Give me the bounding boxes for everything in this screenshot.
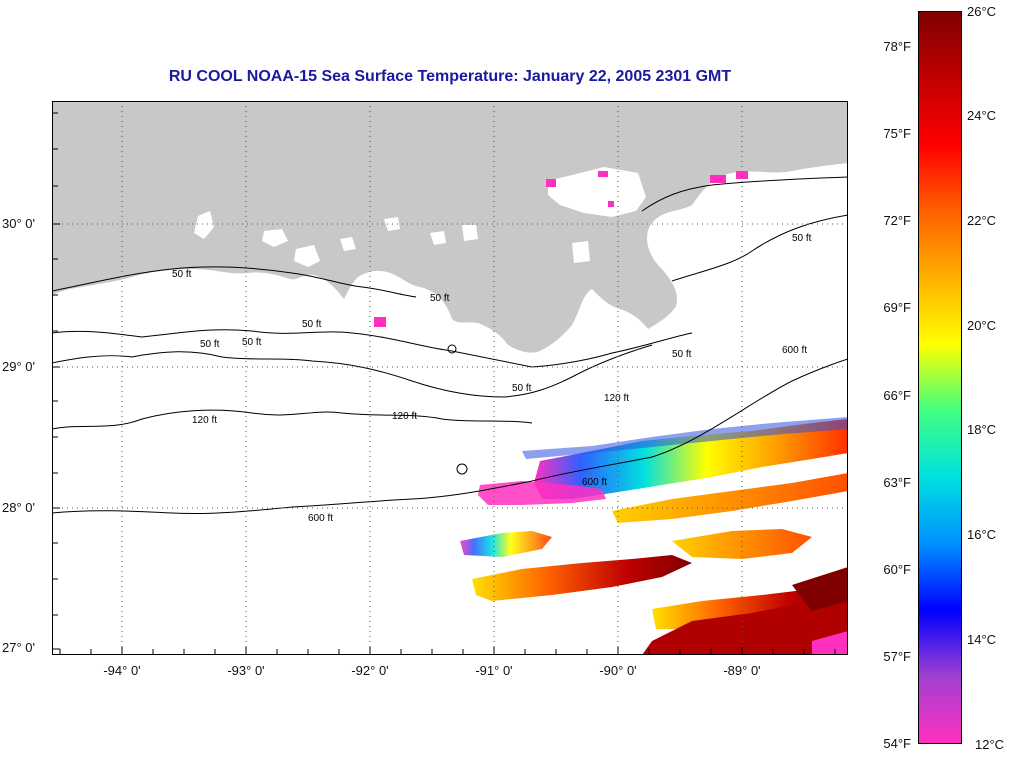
- colorbar-f-label: 57°F: [883, 649, 911, 664]
- colorbar-f-label: 54°F: [883, 736, 911, 751]
- bathymetry-contours: [52, 176, 848, 515]
- colorbar-c-label: 22°C: [967, 213, 997, 228]
- contour-label-600ft: 600 ft: [582, 477, 607, 488]
- colorbar-f-label: 60°F: [883, 562, 911, 577]
- colorbar-f-label: 63°F: [883, 475, 911, 490]
- lon-label-94: -94° 0': [103, 663, 141, 678]
- lon-label-89: -89° 0': [723, 663, 761, 678]
- colorbar-c-label: 16°C: [967, 527, 997, 542]
- lon-label-92: -92° 0': [351, 663, 389, 678]
- contour-label-50ft: 50 ft: [430, 293, 450, 304]
- cold-pixel-patches: [374, 171, 748, 327]
- colorbar-f-label: 69°F: [883, 300, 911, 315]
- colorbar-c-label: 26°C: [967, 4, 997, 19]
- temperature-colorbar: [918, 11, 962, 744]
- colorbar-c-label: 12°C: [975, 737, 1005, 752]
- colorbar-c-label: 24°C: [967, 108, 997, 123]
- contour-label-120ft: 120 ft: [604, 393, 629, 404]
- contour-label-50ft: 50 ft: [200, 339, 220, 350]
- contour-label-50ft: 50 ft: [302, 319, 322, 330]
- map-frame: [52, 101, 848, 655]
- contour-label-120ft: 120 ft: [192, 415, 217, 426]
- contour-label-600ft: 600 ft: [308, 513, 333, 524]
- land-mass: [52, 101, 848, 353]
- contour-label-50ft: 50 ft: [512, 383, 532, 394]
- map-title: RU COOL NOAA-15 Sea Surface Temperature:…: [168, 68, 732, 85]
- contour-label-600ft: 600 ft: [782, 345, 807, 356]
- colorbar-f-label: 66°F: [883, 388, 911, 403]
- sea-surface-temperature-map: 50 ft 50 ft 50 ft 50 ft 50 ft 50 ft 50 f…: [52, 101, 848, 655]
- colorbar-c-label: 20°C: [967, 318, 997, 333]
- contour-labels: 50 ft 50 ft 50 ft 50 ft 50 ft 50 ft 50 f…: [172, 233, 812, 524]
- lon-label-93: -93° 0': [227, 663, 265, 678]
- lon-label-90: -90° 0': [599, 663, 637, 678]
- lat-label-28: 28° 0': [2, 500, 35, 515]
- contour-label-50ft: 50 ft: [242, 337, 262, 348]
- contour-label-120ft: 120 ft: [392, 411, 417, 422]
- colorbar-f-label: 72°F: [883, 213, 911, 228]
- lon-label-91: -91° 0': [475, 663, 513, 678]
- contour-label-50ft: 50 ft: [672, 349, 692, 360]
- colorbar-c-label: 14°C: [967, 632, 997, 647]
- lat-label-29: 29° 0': [2, 359, 35, 374]
- colorbar-f-label: 75°F: [883, 126, 911, 141]
- contour-label-50ft: 50 ft: [172, 269, 192, 280]
- colorbar-f-label: 78°F: [883, 39, 911, 54]
- lat-label-27: 27° 0': [2, 640, 35, 655]
- sst-data-swaths: [460, 417, 848, 655]
- contour-label-50ft: 50 ft: [792, 233, 812, 244]
- lat-label-30: 30° 0': [2, 216, 35, 231]
- colorbar-c-label: 18°C: [967, 422, 997, 437]
